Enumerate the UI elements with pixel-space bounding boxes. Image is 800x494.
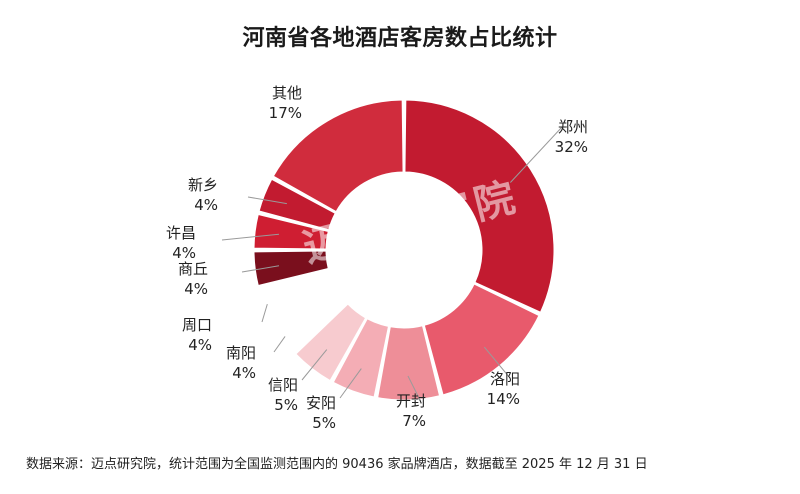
donut-slice-5	[295, 303, 367, 382]
slice-value-10: 4%	[194, 196, 218, 214]
donut-slice-8	[253, 250, 329, 287]
leader-line-9	[221, 233, 280, 241]
slice-value-4: 5%	[312, 414, 336, 432]
slice-label-10: 新乡	[188, 176, 218, 194]
source-footnote: 数据来源：迈点研究院，统计范围为全国监测范围内的 90436 家品牌酒店，数据截…	[26, 457, 648, 472]
leader-line-1	[510, 126, 563, 183]
donut-slice-10	[258, 178, 336, 231]
chart-title: 河南省各地酒店客房数占比统计	[242, 26, 558, 51]
slice-label-8: 商丘	[178, 260, 208, 278]
leader-line-10	[247, 196, 287, 205]
donut-slice-3	[377, 325, 441, 401]
leader-line-8	[241, 265, 280, 273]
donut-slice-2	[423, 283, 540, 396]
slice-value-9: 4%	[172, 244, 196, 262]
leader-line-3	[407, 375, 421, 401]
slice-label-3: 开封	[396, 392, 426, 410]
donut-slice-11	[272, 99, 404, 213]
leader-line-2	[483, 346, 511, 379]
leader-line-7	[261, 303, 268, 323]
slice-label-4: 安阳	[306, 394, 336, 412]
donut-slice-4	[332, 318, 390, 398]
slice-value-1: 32%	[555, 138, 588, 156]
slice-label-5: 信阳	[268, 376, 298, 394]
slice-value-8: 4%	[184, 280, 208, 298]
leader-line-5	[301, 349, 328, 381]
slice-value-7: 4%	[188, 336, 212, 354]
slice-label-9: 许昌	[166, 224, 196, 242]
leader-line-4	[339, 368, 362, 399]
slice-value-11: 17%	[269, 104, 302, 122]
slice-value-5: 5%	[274, 396, 298, 414]
slice-value-6: 4%	[232, 364, 256, 382]
leader-line-6	[273, 336, 286, 353]
slice-label-1: 郑州	[558, 118, 588, 136]
slice-value-3: 7%	[402, 412, 426, 430]
slice-label-7: 周口	[182, 316, 212, 334]
donut-slice-1	[404, 99, 555, 313]
donut-slice-6	[272, 287, 348, 353]
donut-slice-7	[258, 269, 336, 322]
slice-label-6: 南阳	[226, 344, 256, 362]
slice-value-2: 14%	[487, 390, 520, 408]
slice-label-2: 洛阳	[490, 370, 520, 388]
slice-label-11: 其他	[272, 84, 302, 102]
